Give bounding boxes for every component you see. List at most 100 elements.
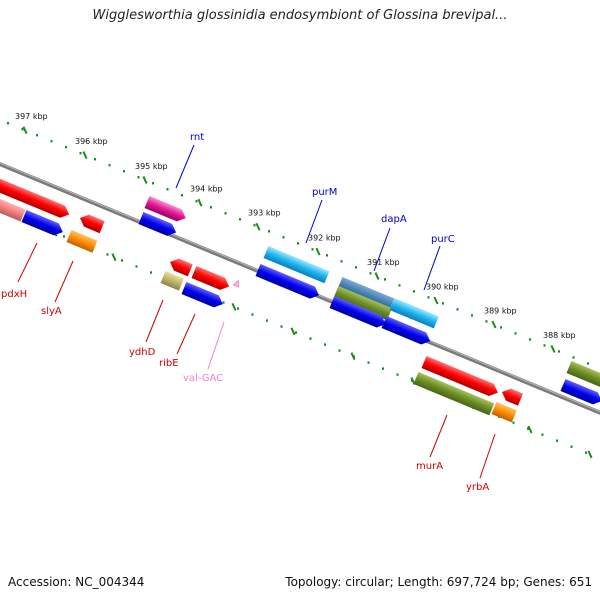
- inner-ruler-dot: [512, 421, 515, 424]
- ruler-dot: [471, 314, 473, 317]
- connector-slyA: [54, 260, 74, 303]
- ruler-tick-label: 388 kbp: [543, 331, 576, 340]
- accession-text: Accession: NC_004344: [8, 575, 145, 589]
- inner-ruler-dot: [309, 337, 312, 340]
- ruler-dot: [442, 302, 444, 305]
- inner-ruler-tick: [111, 253, 117, 262]
- ruler-dot: [224, 212, 227, 215]
- ruler-dot: [181, 194, 183, 197]
- ruler-dot: [558, 350, 560, 353]
- gene-arrow-red: [191, 265, 230, 290]
- inner-ruler-dot: [527, 427, 529, 430]
- gene-arrow-red: [0, 173, 70, 218]
- ruler-tick-label: 390 kbp: [426, 282, 459, 291]
- ruler-dot: [326, 254, 328, 257]
- connector-ydhD: [145, 299, 164, 343]
- gene-arrow-blue: [329, 295, 386, 328]
- inner-ruler-tick: [587, 450, 593, 459]
- inner-ruler-dot: [295, 331, 297, 334]
- topology-text: Topology: circular; Length: 697,724 bp; …: [285, 575, 592, 589]
- inner-ruler-dot: [150, 271, 152, 274]
- inner-ruler-dot: [135, 265, 138, 268]
- ruler-dot: [514, 332, 517, 335]
- gene-block-purC: [389, 297, 439, 329]
- ruler-major-tick: [197, 198, 203, 207]
- ruler-dot: [398, 284, 401, 287]
- ruler-major-tick: [82, 151, 88, 159]
- inner-ruler-dot: [63, 235, 65, 238]
- ruler-dot: [108, 164, 111, 167]
- gene-block-olive: [566, 360, 600, 389]
- connector-purM: [305, 199, 323, 244]
- inner-ruler-dot: [396, 373, 399, 376]
- gene-arrow-rnt: [144, 195, 186, 222]
- ruler-dot: [166, 188, 169, 191]
- ruler-dot: [456, 308, 459, 311]
- gene-arrow-blue: [255, 263, 319, 299]
- ruler-dot: [239, 218, 241, 221]
- ruler-tick-labels: 397 kbp 396 kbp 395 kbp 394 kbp 393 kbp 392 k…: [15, 112, 576, 340]
- inner-ruler-tick: [231, 302, 237, 311]
- connector-pdxH: [17, 242, 38, 283]
- inner-ruler-dot: [338, 349, 341, 352]
- ruler-dot: [7, 121, 9, 125]
- gene-label-murA[interactable]: murA: [416, 461, 443, 472]
- gene-arrow-ribE: [181, 281, 223, 308]
- gene-label-pdxH[interactable]: pdxH: [1, 289, 27, 300]
- ruler-major-tick: [374, 272, 380, 280]
- inner-ruler-dot: [367, 361, 370, 364]
- gene-label-rnt[interactable]: rnt: [190, 132, 204, 143]
- ruler-dot: [268, 230, 270, 233]
- inner-ruler-tick: [350, 352, 356, 361]
- ruler-major-tick: [142, 176, 148, 184]
- ruler-dot: [572, 356, 575, 359]
- gene-arrow-blue: [560, 378, 600, 405]
- ruler-tick-label: 393 kbp: [248, 209, 281, 218]
- connector-yrbA: [479, 433, 496, 479]
- ruler-dot: [340, 260, 343, 263]
- gene-label-ydhD[interactable]: ydhD: [129, 347, 156, 358]
- ruler-dot: [587, 362, 589, 365]
- ruler-dot: [36, 133, 38, 137]
- ruler-dot: [485, 320, 488, 323]
- ruler-dot: [50, 139, 53, 143]
- gene-label-dapA[interactable]: dapA: [381, 214, 407, 225]
- inner-ruler-dot: [106, 253, 109, 256]
- ruler-dot: [210, 206, 212, 209]
- outer-dotted-ruler: [7, 121, 589, 365]
- inner-ruler-dot: [541, 433, 544, 436]
- map-title: Wigglesworthia glossinidia endosymbiont …: [92, 8, 508, 23]
- inner-ruler-dot: [382, 367, 384, 370]
- gene-label-slyA[interactable]: slyA: [41, 306, 62, 317]
- ruler-tick-label: 396 kbp: [75, 137, 108, 146]
- inner-ruler-dot: [585, 451, 587, 454]
- connector-purC: [423, 245, 441, 291]
- gene-label-yrbA[interactable]: yrbA: [466, 482, 489, 493]
- gene-label-val-GAC[interactable]: val-GAC: [183, 373, 223, 384]
- ruler-tick-label: 392 kbp: [308, 234, 341, 243]
- ruler-dot: [152, 182, 154, 185]
- inner-ruler-dot: [251, 313, 254, 316]
- inner-ruler-dot: [222, 301, 225, 304]
- inner-ruler-dot: [266, 319, 268, 322]
- gene-block-khaki: [160, 270, 184, 291]
- gene-label-purC[interactable]: purC: [431, 234, 455, 245]
- inner-ruler-dot: [570, 445, 573, 448]
- gene-block-dapA: [337, 276, 395, 311]
- ruler-dot: [369, 272, 372, 275]
- gene-block-yrbA: [491, 401, 517, 423]
- gene-arrow-blue: [381, 315, 431, 345]
- connector-murA: [429, 414, 448, 458]
- gene-label-ribE[interactable]: ribE: [159, 358, 179, 369]
- gene-block-purM: [263, 245, 330, 284]
- gene-label-purM[interactable]: purM: [312, 187, 337, 198]
- ruler-major-tick: [491, 320, 497, 329]
- gene-arrow-red: [502, 388, 523, 406]
- connector-dapA: [373, 227, 391, 272]
- ruler-dot: [21, 127, 24, 131]
- ruler-dot: [311, 248, 314, 251]
- ruler-tick-label: 394 kbp: [190, 185, 223, 194]
- ruler-dot: [65, 146, 67, 149]
- gene-block-olive: [413, 371, 495, 416]
